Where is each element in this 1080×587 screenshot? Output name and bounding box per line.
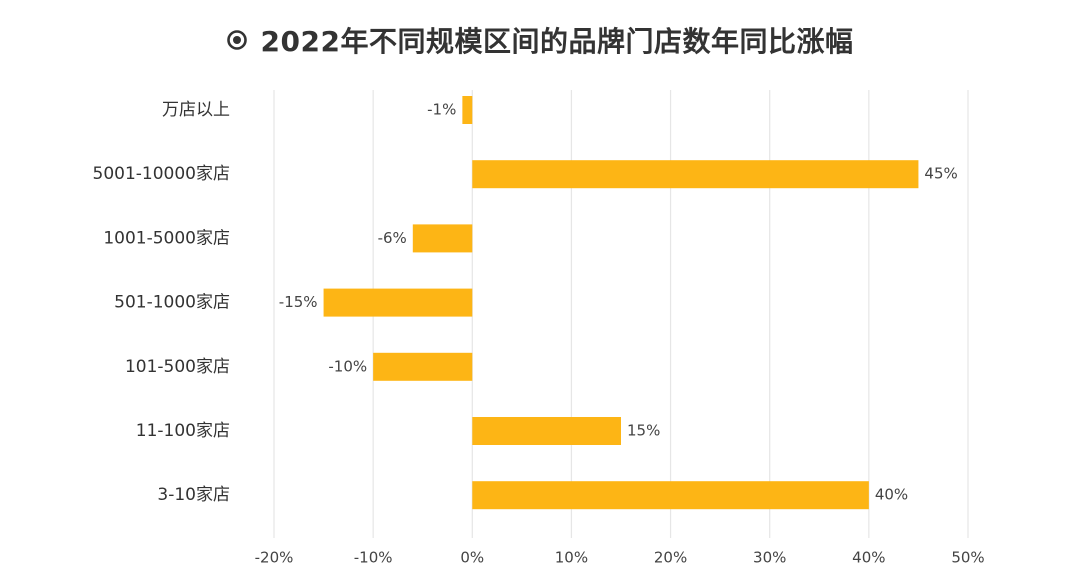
category-label: 5001-10000家店 — [93, 164, 230, 184]
data-label: 40% — [875, 486, 908, 504]
data-label: -15% — [279, 293, 318, 311]
data-label: -10% — [328, 357, 367, 375]
chart-title: 2022年不同规模区间的品牌门店数年同比涨幅 — [260, 25, 854, 58]
bar — [373, 352, 473, 381]
target-icon — [226, 30, 247, 50]
x-tick-label: 50% — [951, 549, 984, 567]
bar — [323, 288, 473, 317]
bar — [472, 417, 621, 445]
category-label: 11-100家店 — [136, 421, 230, 441]
category-label: 1001-5000家店 — [103, 228, 230, 248]
bar — [472, 481, 869, 510]
data-label: -1% — [427, 101, 456, 119]
bar — [462, 96, 473, 124]
data-label: -6% — [378, 229, 407, 247]
category-label: 101-500家店 — [125, 357, 230, 377]
x-tick-label: -20% — [255, 549, 294, 567]
data-label: 15% — [627, 422, 660, 440]
category-label: 万店以上 — [162, 100, 230, 120]
bar — [412, 224, 473, 253]
bar — [472, 160, 919, 189]
x-tick-label: 30% — [753, 549, 786, 567]
category-label: 501-1000家店 — [114, 293, 230, 313]
data-label: 45% — [924, 165, 957, 183]
chart-title-area: 2022年不同规模区间的品牌门店数年同比涨幅 — [0, 18, 1080, 62]
bars — [323, 96, 919, 510]
x-tick-label: 0% — [460, 549, 484, 567]
category-label: 3-10家店 — [157, 485, 230, 505]
x-tick-label: 40% — [852, 549, 885, 567]
labels: -20% -10% 0% 10% 20% 30% 40% 50% 万店以上 -1% 5001-100… — [93, 100, 985, 567]
x-tick-label: 20% — [654, 549, 687, 567]
x-tick-label: -10% — [354, 549, 393, 567]
x-tick-label: 10% — [555, 549, 588, 567]
